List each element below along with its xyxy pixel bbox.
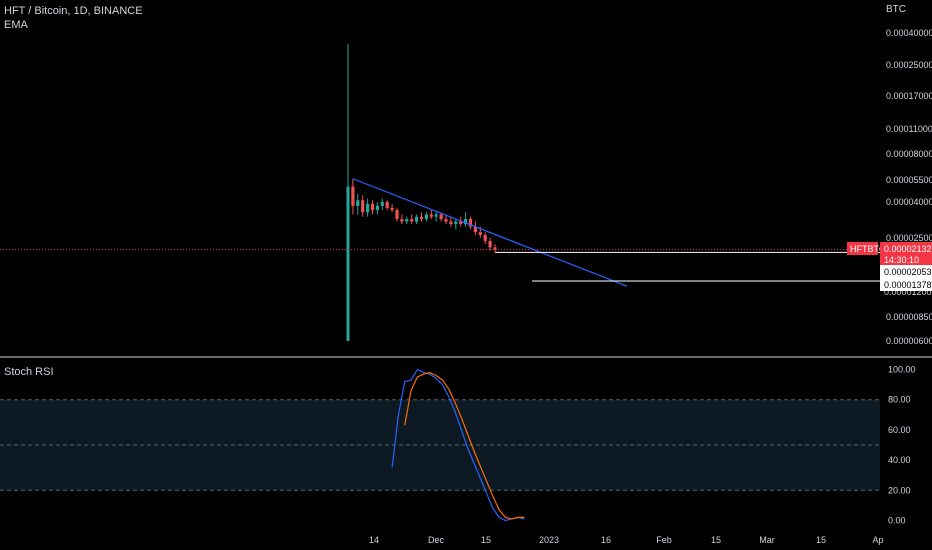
candle-body [483, 234, 487, 241]
candle-body [380, 202, 384, 206]
candle-body [473, 226, 477, 233]
rsi-tick-label: 100.00 [888, 365, 916, 375]
time-tick-label: 2023 [539, 535, 559, 545]
ticker-tag-bg [847, 242, 878, 255]
hline-2-tag-bg [880, 278, 932, 291]
candle-body [375, 205, 379, 211]
price-tick-label: 0.00008000 [886, 149, 932, 159]
countdown-timer: 14:30:10 [884, 255, 919, 265]
rsi-tick-label: 0.00 [888, 515, 906, 525]
price-tick-label: 0.00002500 [886, 233, 932, 243]
rsi-tick-label: 80.00 [888, 395, 911, 405]
time-tick-label: 15 [816, 535, 826, 545]
drawing-layer[interactable] [0, 178, 880, 287]
price-tick-label: 0.00004000 [886, 197, 932, 207]
last-price-tag-bg [880, 242, 932, 266]
price-tick-label: 0.00011000 [886, 124, 932, 134]
rsi-background [0, 399, 880, 491]
candle-body [434, 214, 438, 217]
indicator-ema-label[interactable]: EMA [4, 19, 28, 31]
rsi-tick-label: 40.00 [888, 455, 911, 465]
candle-body [400, 219, 404, 222]
stoch-k-line [391, 368, 525, 522]
rsi-axis[interactable]: 100.00 80.00 60.00 40.00 20.00 0.00 [888, 365, 916, 526]
candle-body [410, 219, 414, 222]
currency-label: BTC [886, 4, 906, 15]
stoch-d-line [404, 371, 525, 520]
price-tick-label: 0.00040000 [886, 28, 932, 38]
candle-body [459, 221, 463, 225]
candle-body [449, 221, 453, 225]
price-tick-label: 0.00017000 [886, 91, 932, 101]
time-tick-label: 16 [601, 535, 611, 545]
rsi-tick-label: 60.00 [888, 425, 911, 435]
candle-body [415, 216, 419, 222]
price-tick-label: 0.00025000 [886, 60, 932, 70]
candle-body [488, 240, 492, 248]
chart-legend: HFT / Bitcoin, 1D, BINANCE EMA [4, 4, 143, 32]
time-tick-label: Mar [759, 535, 775, 545]
trendline [352, 178, 628, 287]
time-tick-label: 15 [481, 535, 491, 545]
candle-body [366, 203, 370, 213]
candle-body [478, 232, 482, 235]
price-tick-label: 0.00000850 [886, 312, 932, 322]
candle-body [370, 203, 375, 211]
stoch-rsi-series [391, 368, 525, 522]
candle-body [356, 200, 360, 206]
candle-body [385, 202, 389, 208]
price-tags: HFTBTC0.0000213214:30:100.000012000.0000… [847, 242, 932, 297]
time-tick-label: 14 [369, 535, 379, 545]
candle-body [454, 221, 458, 225]
candle-body [468, 219, 473, 227]
candle-body [351, 186, 355, 206]
candlestick-series [346, 44, 497, 341]
candle-body [493, 247, 497, 250]
hline-1-tag: 0.00002053 [884, 267, 932, 277]
hline-1-tag-bg [880, 265, 932, 278]
hline-2-tag: 0.00001378 [884, 280, 932, 290]
last-price-value: 0.00002132 [884, 244, 932, 254]
candle-body [439, 214, 443, 220]
time-tick-label: Feb [656, 535, 672, 545]
candle-body [429, 214, 433, 217]
price-tick-label: 0.00005500 [886, 175, 932, 185]
ticker-tag: HFTBTC [850, 244, 886, 254]
candle-body [444, 219, 448, 222]
candle-body [419, 216, 424, 220]
price-axis[interactable]: 0.00040000 0.00025000 0.00017000 0.00011000… [886, 28, 932, 346]
price-tick-label: 0.00000600 [886, 336, 932, 346]
time-tick-label: Ap [872, 535, 883, 545]
candle-body [346, 186, 350, 341]
candle-body [390, 207, 394, 211]
candle-body [405, 219, 409, 222]
candle-body [395, 210, 399, 220]
stoch-rsi-title[interactable]: Stoch RSI [4, 366, 54, 378]
hidden-axis-label: 0.00001200 [884, 287, 932, 297]
candle-body [424, 214, 428, 220]
rsi-band [0, 399, 880, 491]
symbol-title[interactable]: HFT / Bitcoin, 1D, BINANCE [4, 5, 143, 17]
time-tick-label: Dec [428, 535, 445, 545]
time-tick-label: 15 [711, 535, 721, 545]
candle-body [464, 219, 468, 225]
rsi-tick-label: 20.00 [888, 485, 911, 495]
time-axis[interactable]: 14 Dec 15 2023 16 Feb 15 Mar 15 Ap [369, 535, 884, 545]
candle-body [361, 200, 365, 213]
